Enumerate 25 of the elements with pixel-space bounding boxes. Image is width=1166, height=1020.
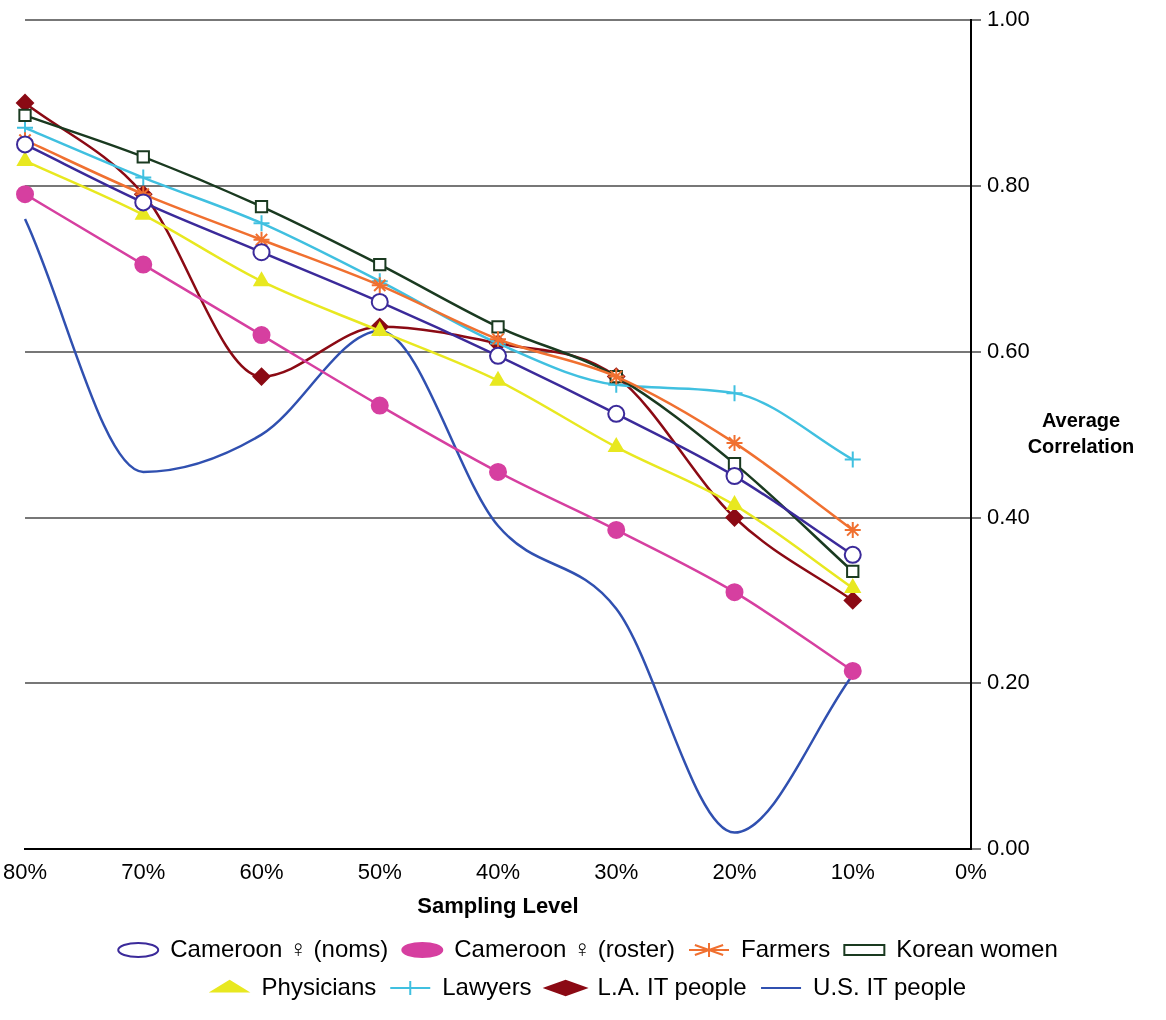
y-tick-label: 0.20 — [987, 669, 1030, 695]
x-tick-label: 10% — [830, 859, 875, 885]
x-tick-label: 0% — [955, 859, 987, 885]
y-axis-title: Average Correlation — [1027, 409, 1135, 458]
x-tick-label: 40% — [475, 859, 521, 885]
legend-label: L.A. IT people — [597, 972, 747, 1000]
y-tick-label: 0.80 — [987, 171, 1030, 197]
legend-label: Lawyers — [442, 972, 532, 1000]
y-tick-label: 0.60 — [987, 337, 1030, 363]
y-tick-label: 0.00 — [987, 835, 1030, 861]
legend-label: Korean women — [896, 934, 1058, 962]
x-tick-label: 80% — [2, 859, 48, 885]
x-axis-title: Sampling Level — [417, 892, 579, 918]
legend-label: Farmers — [741, 934, 831, 962]
x-tick-label: 50% — [357, 859, 402, 885]
y-tick-label: 0.40 — [987, 503, 1030, 529]
x-tick-label: 20% — [712, 859, 757, 885]
legend-label: U.S. IT people — [813, 972, 967, 1000]
legend-label: Cameroon ♀ (noms) — [170, 934, 389, 962]
x-tick-label: 70% — [121, 859, 166, 885]
x-tick-label: 60% — [239, 859, 284, 885]
legend-label: Cameroon ♀ (roster) — [454, 934, 676, 962]
y-tick-label: 1.00 — [987, 6, 1030, 32]
legend-label: Physicians — [261, 972, 377, 1000]
x-tick-label: 30% — [594, 859, 639, 885]
